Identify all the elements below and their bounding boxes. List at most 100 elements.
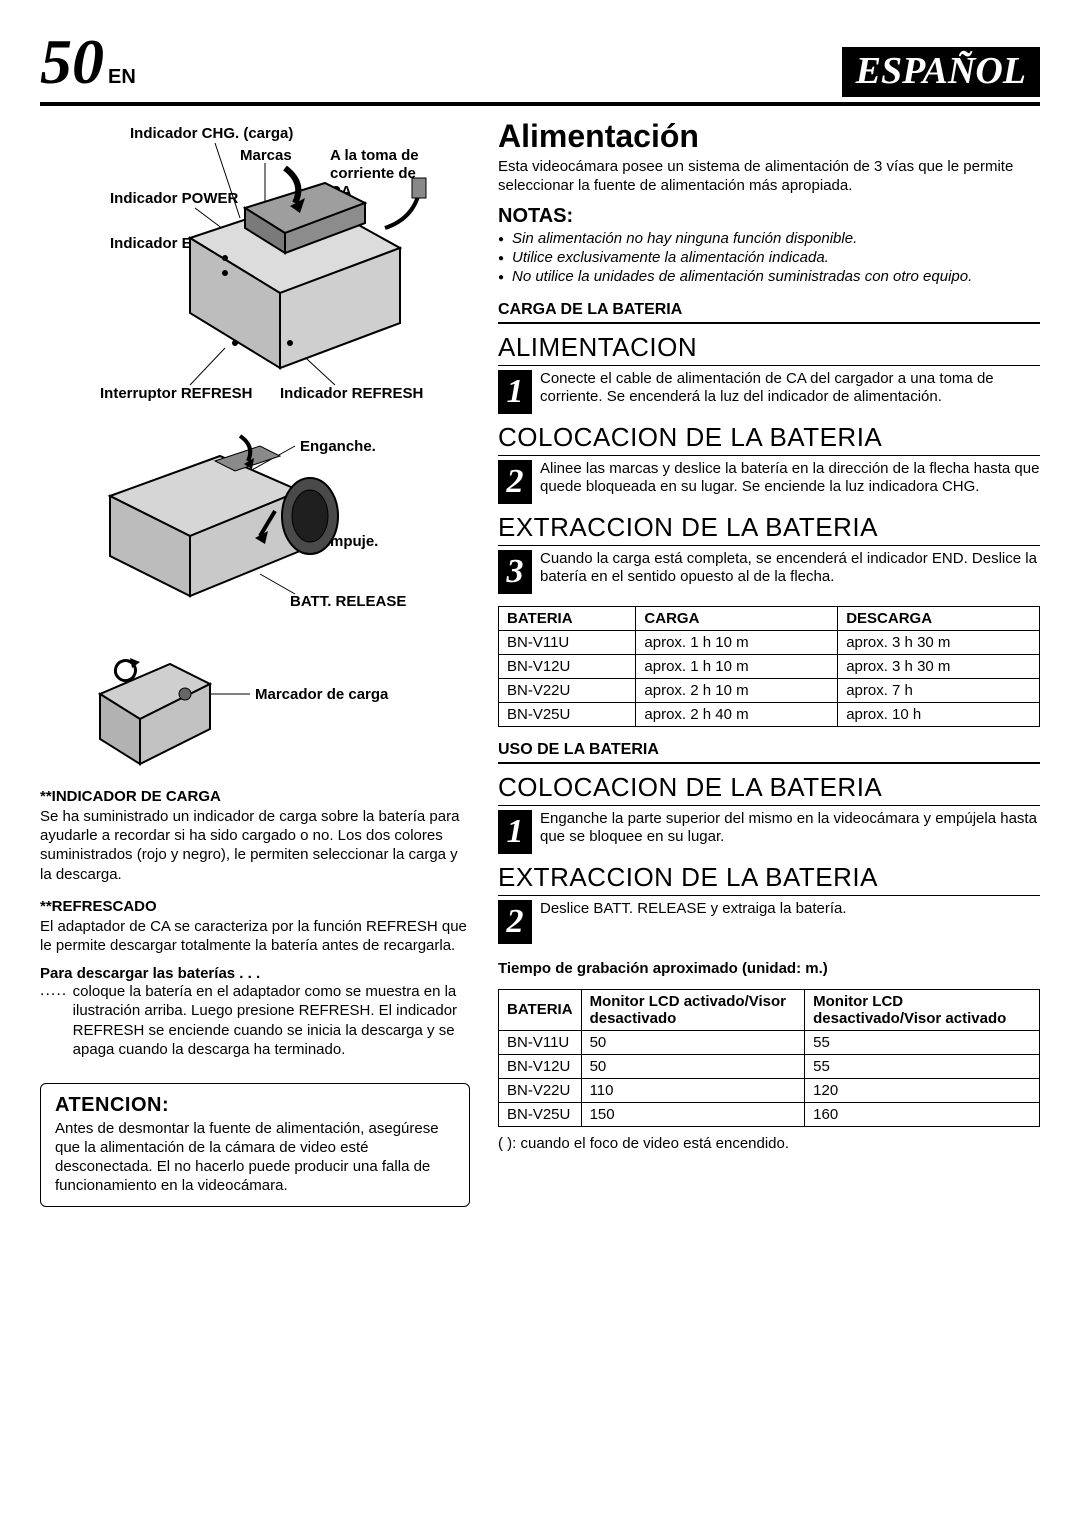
step-text: Conecte el cable de alimentación de CA d… <box>540 370 1040 414</box>
language-badge: ESPAÑOL <box>842 47 1040 97</box>
label-toma-2: corriente de <box>330 165 416 182</box>
para-descargar-title: Para descargar las baterías . . . <box>40 965 470 982</box>
page-number: 50 <box>40 30 104 94</box>
battery-diagram: Marcador de carga <box>40 644 470 774</box>
td: aprox. 1 h 10 m <box>636 630 838 654</box>
td: aprox. 2 h 40 m <box>636 702 838 726</box>
indicador-carga-title: **INDICADOR DE CARGA <box>40 788 470 805</box>
notas-heading: NOTAS: <box>498 205 1040 228</box>
td: BN-V25U <box>499 702 636 726</box>
step-number: 2 <box>498 900 532 944</box>
label-toma-1: A la toma de <box>330 147 419 164</box>
intro-text: Esta videocámara posee un sistema de ali… <box>498 157 1040 195</box>
camcorder-diagram: Enganche. Empuje. BATT. RELEASE <box>40 416 470 636</box>
atencion-box: ATENCION: Antes de desmontar la fuente d… <box>40 1083 470 1207</box>
atencion-body: Antes de desmontar la fuente de alimenta… <box>55 1119 455 1196</box>
label-batt-release: BATT. RELEASE <box>290 593 406 610</box>
atencion-title: ATENCION: <box>55 1094 455 1117</box>
header-rule <box>40 102 1040 106</box>
td: aprox. 10 h <box>838 702 1040 726</box>
td: BN-V12U <box>499 1054 582 1078</box>
table-row: BN-V11Uaprox. 1 h 10 maprox. 3 h 30 m <box>499 630 1040 654</box>
td: BN-V12U <box>499 654 636 678</box>
td: aprox. 2 h 10 m <box>636 678 838 702</box>
td: 120 <box>805 1078 1040 1102</box>
th: BATERIA <box>499 989 582 1030</box>
table2-caption: Tiempo de grabación aproximado (unidad: … <box>498 960 1040 977</box>
main-heading: Alimentación <box>498 118 1040 155</box>
table-row: BN-V11U5055 <box>499 1030 1040 1054</box>
para-descargar-body: coloque la batería en el adaptador como … <box>73 982 470 1059</box>
carga-step-2: COLOCACION DE LA BATERIA 2 Alinee las ma… <box>498 422 1040 504</box>
td: BN-V25U <box>499 1102 582 1126</box>
th: Monitor LCD activado/Visor desactivado <box>581 989 805 1030</box>
notas-list: Sin alimentación no hay ninguna función … <box>498 230 1040 286</box>
battery-illustration: Marcador de carga <box>40 644 470 774</box>
rotate-icon <box>115 658 140 681</box>
camcorder-illustration: Enganche. Empuje. BATT. RELEASE <box>40 416 470 636</box>
step-text: Enganche la parte superior del mismo en … <box>540 810 1040 854</box>
carga-step-1: ALIMENTACION 1 Conecte el cable de alime… <box>498 332 1040 414</box>
charger-illustration: Indicador CHG. (carga) Marcas A la toma … <box>40 118 470 408</box>
uso-step-2: EXTRACCION DE LA BATERIA 2 Deslice BATT.… <box>498 862 1040 944</box>
td: 150 <box>581 1102 805 1126</box>
nota-item: No utilice la unidades de alimentación s… <box>498 268 1040 287</box>
td: 55 <box>805 1054 1040 1078</box>
table-row: BN-V12Uaprox. 1 h 10 maprox. 3 h 30 m <box>499 654 1040 678</box>
td: 50 <box>581 1030 805 1054</box>
step-text: Alinee las marcas y deslice la batería e… <box>540 460 1040 504</box>
th: Monitor LCD desactivado/Visor activado <box>805 989 1040 1030</box>
label-marcas: Marcas <box>240 147 292 164</box>
page-lang-small: EN <box>108 66 136 89</box>
td: BN-V22U <box>499 678 636 702</box>
refrescado-body: El adaptador de CA se caracteriza por la… <box>40 917 470 955</box>
indicador-carga-body: Se ha suministrado un indicador de carga… <box>40 807 470 884</box>
td: aprox. 3 h 30 m <box>838 654 1040 678</box>
left-column: Indicador CHG. (carga) Marcas A la toma … <box>40 118 470 1207</box>
td: aprox. 1 h 10 m <box>636 654 838 678</box>
label-marcador: Marcador de carga <box>255 686 389 703</box>
nota-item: Utilice exclusivamente la alimentación i… <box>498 249 1040 268</box>
step-number: 2 <box>498 460 532 504</box>
td: aprox. 7 h <box>838 678 1040 702</box>
step-number: 1 <box>498 370 532 414</box>
table-row: BN-V22U110120 <box>499 1078 1040 1102</box>
td: 50 <box>581 1054 805 1078</box>
th: BATERIA <box>499 606 636 630</box>
td: BN-V22U <box>499 1078 582 1102</box>
refrescado-title: **REFRESCADO <box>40 898 470 915</box>
step-title: EXTRACCION DE LA BATERIA <box>498 512 878 542</box>
nota-item: Sin alimentación no hay ninguna función … <box>498 230 1040 249</box>
step-number: 3 <box>498 550 532 594</box>
ellipsis-lead: ..... <box>40 982 73 1059</box>
step-text: Cuando la carga está completa, se encend… <box>540 550 1040 594</box>
step-text: Deslice BATT. RELEASE y extraiga la bate… <box>540 900 847 944</box>
td: aprox. 3 h 30 m <box>838 630 1040 654</box>
label-refresh-ind: Indicador REFRESH <box>280 385 423 402</box>
footnote: ( ): cuando el foco de video está encend… <box>498 1135 1040 1152</box>
charger-diagram: Indicador CHG. (carga) Marcas A la toma … <box>40 118 470 408</box>
table-row: BN-V12U5055 <box>499 1054 1040 1078</box>
step-title: COLOCACION DE LA BATERIA <box>498 422 882 452</box>
uso-step-1: COLOCACION DE LA BATERIA 1 Enganche la p… <box>498 772 1040 854</box>
carga-bateria-heading: CARGA DE LA BATERIA <box>498 301 1040 324</box>
td: 110 <box>581 1078 805 1102</box>
th: CARGA <box>636 606 838 630</box>
th: DESCARGA <box>838 606 1040 630</box>
td: BN-V11U <box>499 1030 582 1054</box>
page-header: 50 EN ESPAÑOL <box>40 30 1040 97</box>
charge-table: BATERIA CARGA DESCARGA BN-V11Uaprox. 1 h… <box>498 606 1040 727</box>
uso-bateria-heading: USO DE LA BATERIA <box>498 741 1040 764</box>
step-title: COLOCACION DE LA BATERIA <box>498 772 882 802</box>
td: 55 <box>805 1030 1040 1054</box>
table-row: BN-V25U150160 <box>499 1102 1040 1126</box>
td: BN-V11U <box>499 630 636 654</box>
page-number-block: 50 EN <box>40 30 136 94</box>
carga-step-3: EXTRACCION DE LA BATERIA 3 Cuando la car… <box>498 512 1040 594</box>
right-column: Alimentación Esta videocámara posee un s… <box>498 118 1040 1207</box>
step-title: EXTRACCION DE LA BATERIA <box>498 862 878 892</box>
table-row: BN-V22Uaprox. 2 h 10 maprox. 7 h <box>499 678 1040 702</box>
recording-time-table: BATERIA Monitor LCD activado/Visor desac… <box>498 989 1040 1127</box>
step-number: 1 <box>498 810 532 854</box>
label-refresh-sw: Interruptor REFRESH <box>100 385 253 402</box>
